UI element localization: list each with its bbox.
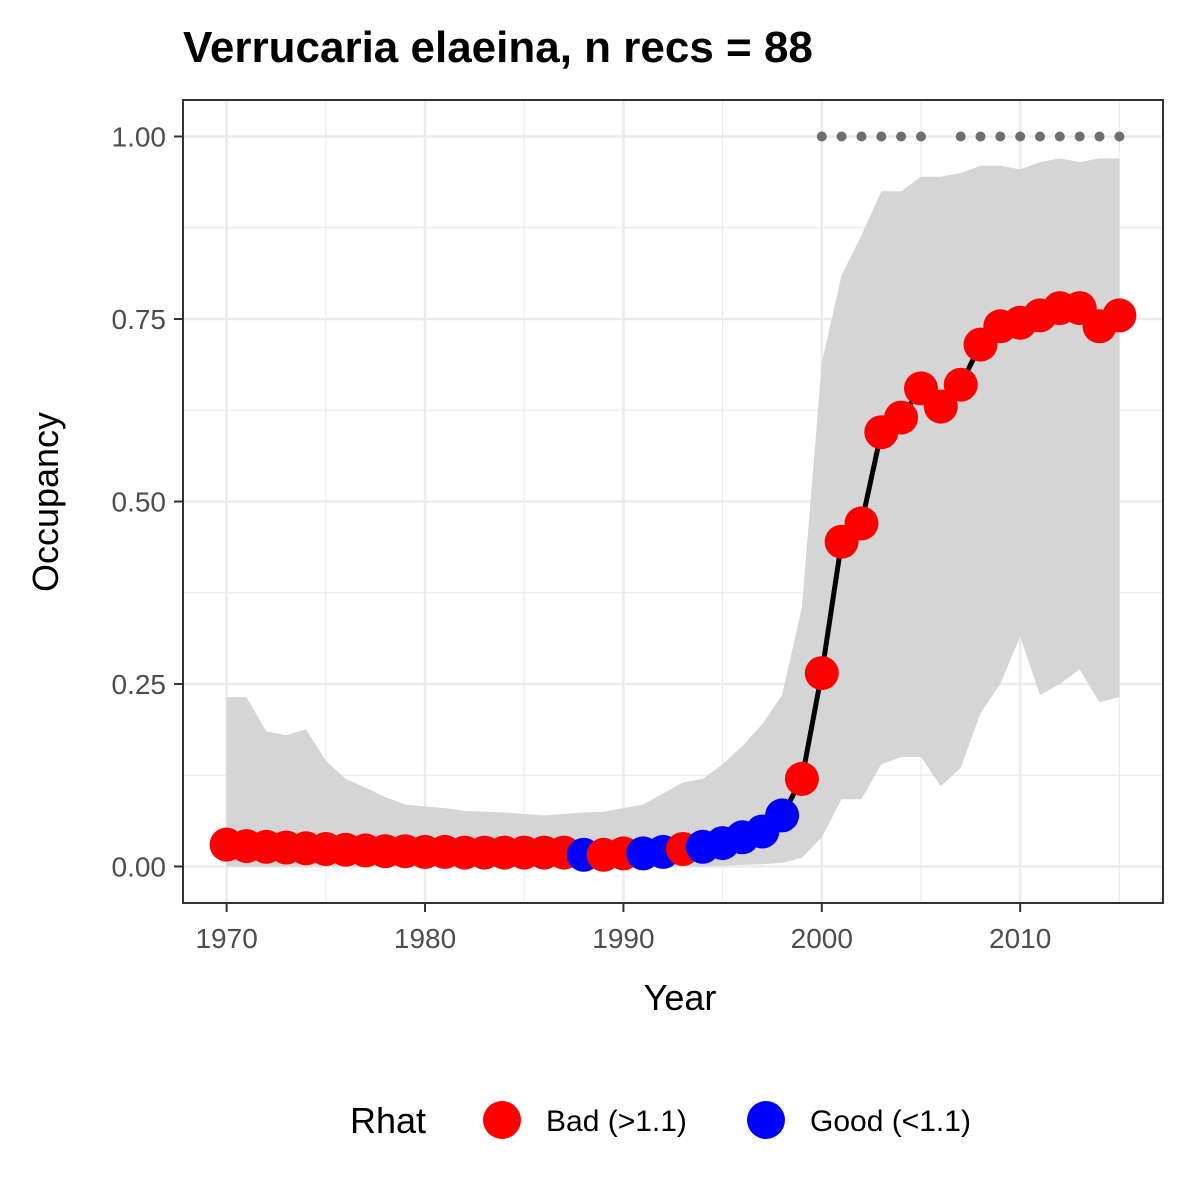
point-bad — [784, 761, 819, 796]
detection-marker — [916, 131, 926, 142]
x-axis: 1970 1980 1990 2000 2010 — [195, 903, 1051, 954]
y-tick-label: 0.75 — [112, 304, 167, 335]
detection-marker — [876, 131, 887, 142]
detection-marker — [975, 131, 986, 142]
point-bad — [943, 367, 978, 402]
detection-marker — [856, 131, 867, 142]
x-tick-label: 1970 — [195, 923, 257, 954]
point-good — [765, 798, 800, 833]
point-bad — [804, 656, 839, 691]
detection-marker — [1054, 131, 1065, 142]
point-bad — [884, 400, 919, 435]
legend-key-good — [747, 1101, 785, 1139]
detection-marker — [1094, 131, 1105, 142]
data-points-layer — [209, 291, 1137, 872]
y-tick-label: 1.00 — [112, 122, 167, 153]
detection-marker — [1035, 131, 1045, 142]
y-tick-label: 0.25 — [112, 669, 167, 700]
confidence-ribbon — [226, 158, 1120, 867]
legend-label-bad: Bad (>1.1) — [546, 1105, 687, 1138]
detection-marker — [995, 131, 1006, 142]
detection-marker — [816, 131, 827, 142]
x-tick-label: 1980 — [394, 923, 456, 954]
legend: Rhat Bad (>1.1) Good (<1.1) — [350, 1100, 971, 1141]
y-tick-label: 0.00 — [112, 852, 167, 883]
point-bad — [844, 506, 879, 541]
detection-markers-layer — [816, 131, 1125, 142]
chart-title: Verrucaria elaeina, n recs = 88 — [183, 23, 813, 72]
x-tick-label: 1990 — [592, 923, 654, 954]
legend-key-bad — [483, 1101, 521, 1139]
point-bad — [923, 389, 958, 424]
confidence-ribbon-layer — [226, 158, 1120, 867]
x-axis-title: Year — [644, 977, 717, 1018]
x-tick-label: 2000 — [791, 923, 853, 954]
y-axis: 0.00 0.25 0.50 0.75 1.00 — [112, 122, 183, 883]
detection-marker — [955, 131, 966, 142]
legend-title: Rhat — [350, 1100, 426, 1141]
y-tick-label: 0.50 — [112, 487, 167, 518]
detection-marker — [1114, 131, 1125, 142]
detection-marker — [896, 131, 907, 142]
y-axis-title: Occupancy — [25, 412, 66, 592]
x-tick-label: 2010 — [989, 923, 1051, 954]
point-bad — [1102, 298, 1137, 333]
detection-marker — [836, 131, 847, 142]
detection-marker — [1074, 131, 1085, 142]
legend-label-good: Good (<1.1) — [810, 1105, 971, 1138]
detection-marker — [1015, 131, 1026, 142]
